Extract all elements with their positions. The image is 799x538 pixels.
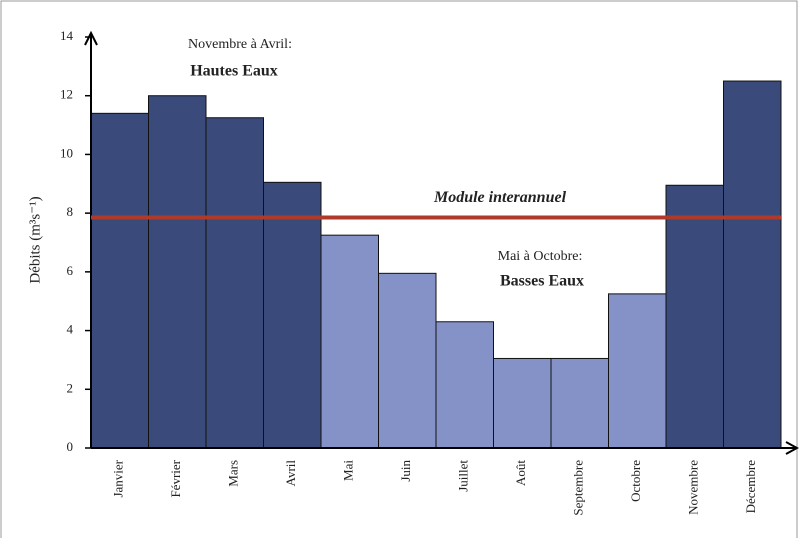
y-tick-label: 12	[60, 87, 73, 102]
x-tick-label: Novembre	[686, 460, 701, 515]
y-axis-label: Débits (m³s⁻¹)	[27, 196, 43, 283]
x-tick-label: Octobre	[628, 460, 643, 502]
x-tick-label: Juillet	[456, 460, 471, 492]
y-tick-label: 10	[60, 145, 73, 160]
bar	[665, 184, 724, 449]
y-tick-label: 6	[67, 263, 74, 278]
bar	[435, 321, 494, 449]
bar	[550, 357, 609, 449]
bar	[608, 293, 667, 449]
x-axis-arrow	[785, 441, 799, 455]
x-tick-label: Mai	[341, 460, 356, 481]
annotation: Basses Eaux	[500, 273, 584, 290]
bar	[90, 112, 149, 449]
x-tick-label: Juin	[398, 460, 413, 482]
x-tick-label: Février	[168, 459, 183, 497]
annotation: Mai à Octobre:	[498, 249, 583, 264]
bar	[148, 95, 207, 449]
x-tick-label: Avril	[283, 460, 298, 487]
bar	[493, 357, 552, 449]
bar	[378, 272, 437, 449]
x-tick-label: Janvier	[111, 459, 126, 497]
y-tick-label: 8	[67, 204, 74, 219]
x-tick-label: Août	[513, 460, 528, 486]
y-tick-label: 2	[67, 380, 74, 395]
y-axis-arrow	[84, 30, 98, 46]
x-tick-label: Décembre	[743, 460, 758, 514]
y-tick-label: 0	[67, 439, 74, 454]
y-tick-label: 4	[67, 322, 74, 337]
bar	[263, 181, 322, 449]
x-tick-label: Septembre	[571, 460, 586, 516]
bar	[723, 80, 782, 449]
module-label: Module interannuel	[433, 189, 567, 206]
annotation: Hautes Eaux	[190, 63, 278, 80]
bar	[205, 117, 264, 449]
y-tick-label: 14	[60, 28, 74, 43]
x-tick-label: Mars	[226, 460, 241, 487]
bar	[320, 234, 379, 449]
annotation: Novembre à Avril:	[188, 37, 292, 52]
